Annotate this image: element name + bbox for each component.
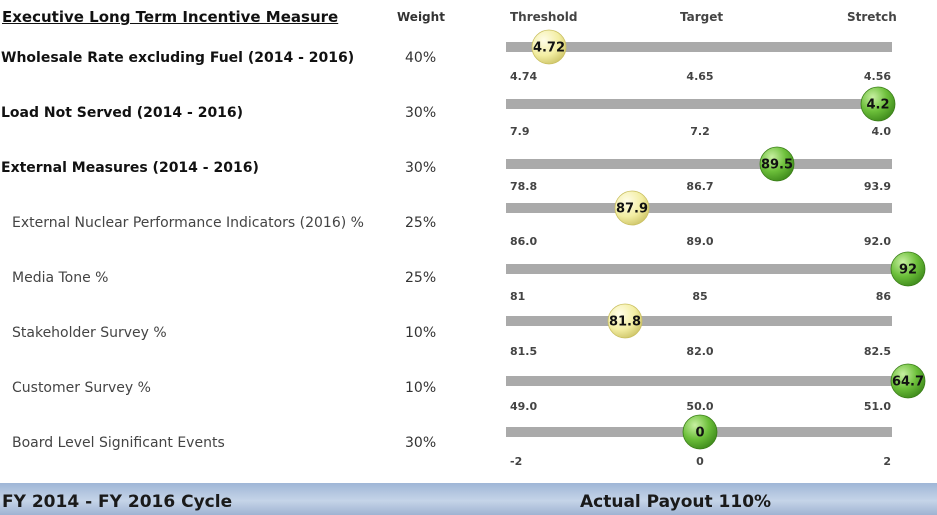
tick-label-threshold: 4.74 <box>510 70 537 83</box>
tick-label-threshold: 81 <box>510 290 525 303</box>
actual-value-label: 81.8 <box>609 315 641 330</box>
measure-label: External Nuclear Performance Indicators … <box>12 215 364 231</box>
actual-value-label: 89.5 <box>761 158 793 173</box>
header-target: Target <box>680 10 724 24</box>
measure-label: External Measures (2014 - 2016) <box>1 160 259 176</box>
tick-label-target: 7.2 <box>690 125 710 138</box>
measure-weight: 30% <box>405 160 437 176</box>
measure-weight: 25% <box>405 270 437 286</box>
tick-label-threshold: 86.0 <box>510 235 537 248</box>
actual-value-label: 4.72 <box>533 41 565 56</box>
tick-label-target: 4.65 <box>686 70 713 83</box>
actual-value-label: 87.9 <box>616 202 648 217</box>
actual-marker <box>759 146 795 182</box>
header-title: Executive Long Term Incentive Measure <box>2 8 339 26</box>
gauge-bar <box>506 316 892 326</box>
actual-value-label: 64.7 <box>892 375 924 390</box>
measure-weight: 30% <box>405 105 437 121</box>
actual-marker <box>607 303 643 339</box>
header-threshold: Threshold <box>510 10 578 24</box>
gauge-bar <box>506 203 892 213</box>
actual-marker <box>531 29 567 65</box>
measure-weight: 40% <box>405 50 437 66</box>
measure-weight: 10% <box>405 325 437 341</box>
gauge-bar <box>506 376 892 386</box>
tick-label-stretch: 92.0 <box>864 235 891 248</box>
gauge-bar <box>506 99 892 109</box>
measure-label: Board Level Significant Events <box>12 435 225 451</box>
tick-label-stretch: 2 <box>883 455 891 468</box>
footer-cycle: FY 2014 - FY 2016 Cycle <box>2 492 233 512</box>
tick-label-stretch: 51.0 <box>864 400 891 413</box>
tick-label-threshold: 81.5 <box>510 345 537 358</box>
tick-label-target: 0 <box>696 455 704 468</box>
tick-label-threshold: -2 <box>510 455 522 468</box>
actual-marker <box>614 190 650 226</box>
actual-marker <box>890 363 926 399</box>
tick-label-target: 85 <box>692 290 707 303</box>
actual-marker <box>860 86 896 122</box>
tick-label-stretch: 4.0 <box>872 125 892 138</box>
tick-label-target: 50.0 <box>686 400 713 413</box>
measure-label: Wholesale Rate excluding Fuel (2014 - 20… <box>1 50 355 66</box>
actual-value-label: 92 <box>899 263 917 278</box>
tick-label-stretch: 82.5 <box>864 345 891 358</box>
measure-label: Load Not Served (2014 - 2016) <box>1 105 244 121</box>
tick-label-threshold: 49.0 <box>510 400 537 413</box>
measure-label: Stakeholder Survey % <box>12 325 167 341</box>
footer-payout: Actual Payout 110% <box>580 492 772 512</box>
actual-value-label: 0 <box>695 426 704 441</box>
measure-label: Customer Survey % <box>12 380 151 396</box>
measure-weight: 10% <box>405 380 437 396</box>
tick-label-stretch: 86 <box>876 290 892 303</box>
actual-value-label: 4.2 <box>866 98 889 113</box>
header-weight: Weight <box>397 10 445 24</box>
gauge-bar <box>506 159 892 169</box>
measure-weight: 30% <box>405 435 437 451</box>
gauge-bar <box>506 42 892 52</box>
measure-label: Media Tone % <box>12 270 109 286</box>
actual-marker <box>682 414 718 450</box>
header-stretch: Stretch <box>847 10 897 24</box>
measure-weight: 25% <box>405 215 437 231</box>
tick-label-stretch: 93.9 <box>864 180 891 193</box>
tick-label-threshold: 7.9 <box>510 125 530 138</box>
tick-label-target: 82.0 <box>686 345 713 358</box>
footer-bar: FY 2014 - FY 2016 Cycle Actual Payout 11… <box>0 483 937 515</box>
gauge-chart: 4.74 4.65 4.56 4.72 7.9 7.2 4.0 4.2 78.8 86.7 93.9… <box>506 29 926 468</box>
tick-label-threshold: 78.8 <box>510 180 537 193</box>
gauge-bar <box>506 264 892 274</box>
tick-label-target: 89.0 <box>686 235 713 248</box>
actual-marker <box>890 251 926 287</box>
tick-label-target: 86.7 <box>686 180 713 193</box>
tick-label-stretch: 4.56 <box>864 70 891 83</box>
